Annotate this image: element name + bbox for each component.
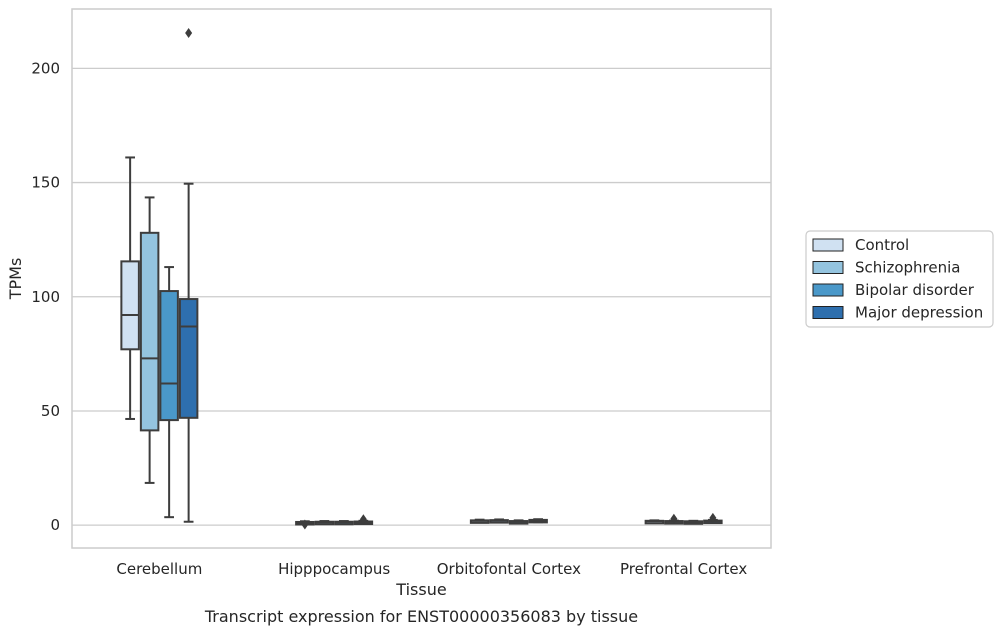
box-iqr: [120, 260, 140, 351]
box-1-3: [353, 514, 374, 526]
box-2-1: [489, 518, 509, 524]
box-0-0: [120, 156, 140, 420]
box-iqr: [178, 298, 199, 419]
boxes-layer: [120, 27, 723, 530]
y-tick-label: 200: [31, 59, 60, 77]
y-tick-label: 150: [31, 174, 60, 192]
y-tick-label: 50: [41, 402, 60, 420]
legend-label: Bipolar disorder: [855, 281, 975, 299]
box-0-2: [159, 266, 179, 519]
legend-label: Schizophrenia: [855, 259, 960, 277]
x-tick-label: Prefrontal Cortex: [620, 560, 747, 578]
box-iqr: [159, 290, 179, 422]
y-tick-label: 0: [50, 516, 60, 534]
box-iqr: [139, 231, 160, 432]
box-2-0: [469, 518, 490, 524]
outlier-point: [359, 514, 367, 525]
plot-area-frame: [71, 8, 772, 549]
x-axis-label: Tissue: [395, 580, 446, 599]
box-0-3: [178, 27, 199, 523]
legend-frame: [805, 230, 994, 328]
box-0-1: [139, 196, 160, 484]
x-tick-label: Orbitofontal Cortex: [437, 560, 581, 578]
legend-swatch: [812, 261, 844, 274]
legend-swatch: [812, 306, 844, 319]
y-axis-label: TPMs: [6, 258, 25, 301]
box-3-3: [703, 512, 723, 525]
box-3-0: [644, 519, 665, 525]
legend-swatch: [812, 283, 844, 297]
legend-label: Control: [855, 236, 909, 254]
outlier-point: [670, 513, 678, 524]
legend-label: Major depression: [855, 304, 983, 322]
outlier-point: [185, 27, 193, 38]
box-1-1: [314, 520, 335, 526]
chart-caption: Transcript expression for ENST0000035608…: [204, 607, 638, 626]
x-tick-labels: Cerebellum Hipppocampus Orbitofontal Corte…: [116, 560, 747, 578]
box-1-2: [334, 520, 354, 526]
outlier-point: [709, 512, 717, 523]
y-tick-label: 100: [31, 288, 60, 306]
box-2-2: [508, 519, 529, 525]
x-tick-label: Cerebellum: [116, 560, 202, 578]
legend-swatch: [812, 238, 844, 252]
box-3-1: [664, 513, 684, 525]
x-tick-label: Hipppocampus: [278, 560, 390, 578]
legend: Control Schizophrenia Bipolar disorder Majo…: [805, 230, 994, 328]
outlier-point: [301, 519, 309, 530]
box-2-3: [528, 518, 548, 524]
box-1-0: [295, 519, 315, 530]
y-tick-labels: 0 50 100 150 200: [31, 59, 60, 534]
box-3-2: [683, 519, 704, 525]
